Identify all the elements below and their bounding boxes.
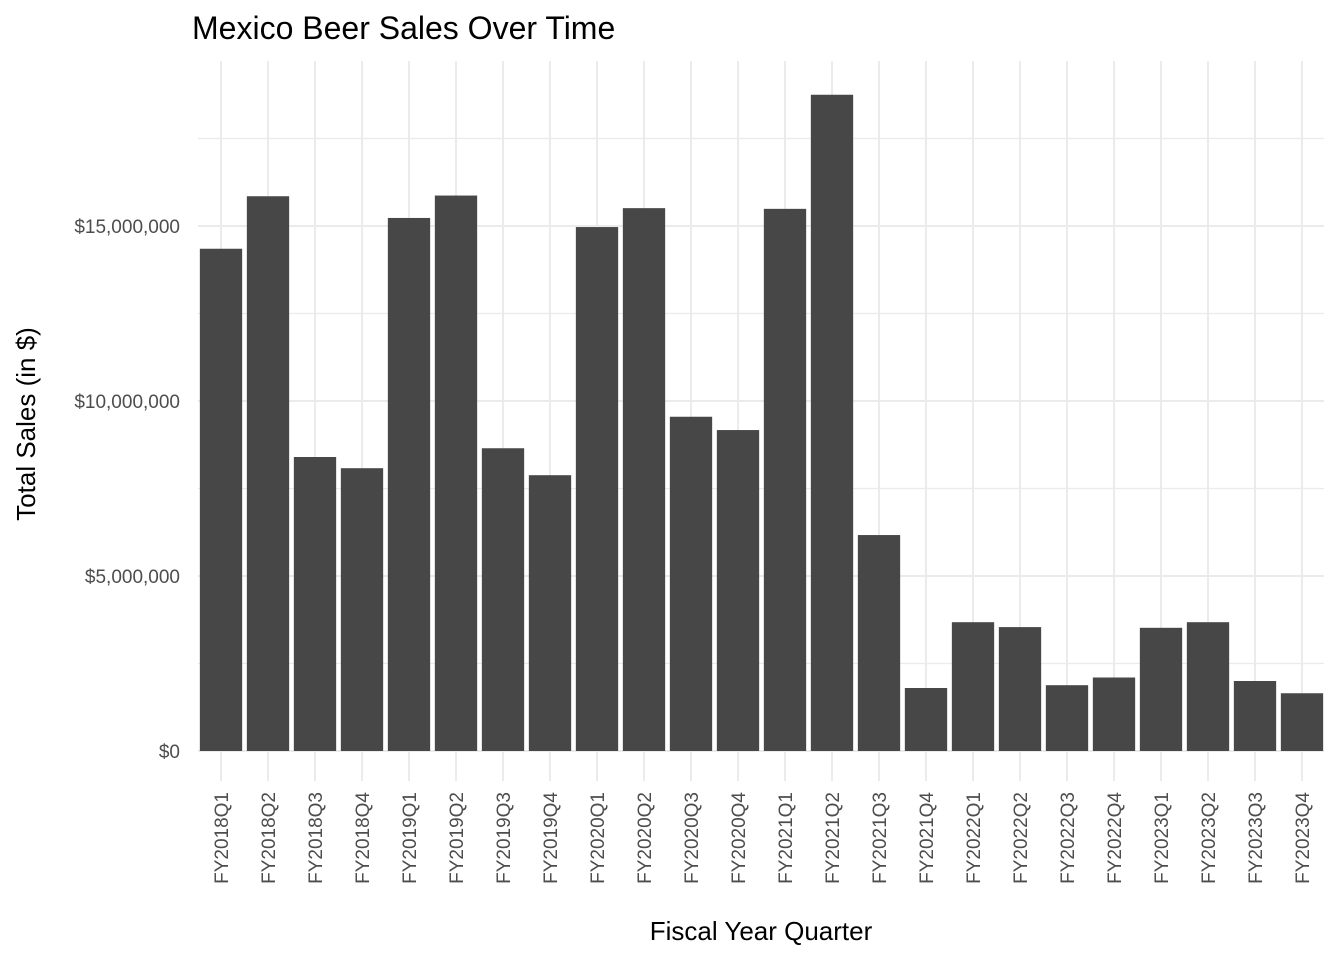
bar-fy2019q2: [434, 195, 478, 752]
x-tick-label: FY2021Q1: [776, 792, 797, 884]
x-tick-label: FY2019Q4: [541, 792, 562, 884]
x-tick-labels: FY2018Q1 FY2018Q2 FY2018Q3 FY2018Q4 FY2019Q1…: [212, 792, 1314, 884]
bar-fy2022q2: [998, 627, 1042, 751]
x-tick-label: FY2023Q2: [1199, 792, 1220, 884]
x-tick-label: FY2018Q4: [353, 792, 374, 884]
x-tick-label: FY2023Q1: [1152, 792, 1173, 884]
bar-fy2020q2: [622, 208, 666, 751]
y-tick-label: $15,000,000: [74, 217, 180, 238]
x-tick-label: FY2021Q4: [917, 792, 938, 884]
bar-fy2019q3: [481, 448, 525, 751]
x-tick-label: FY2021Q2: [823, 792, 844, 884]
bar-fy2021q1: [763, 208, 807, 752]
x-tick-label: FY2020Q3: [682, 792, 703, 884]
bar-fy2018q1: [199, 248, 243, 751]
y-axis-title: Total Sales (in $): [11, 327, 41, 521]
y-tick-labels: $0 $5,000,000 $10,000,000 $15,000,000: [74, 217, 180, 763]
bar-fy2023q3: [1233, 681, 1277, 751]
x-tick-label: FY2020Q2: [635, 792, 656, 884]
y-tick-label: $5,000,000: [85, 567, 180, 588]
bar-fy2021q4: [904, 688, 948, 751]
x-tick-label: FY2023Q4: [1293, 792, 1314, 884]
bar-fy2020q3: [669, 416, 713, 751]
bar-fy2021q2: [810, 94, 854, 751]
bar-fy2023q2: [1186, 622, 1230, 751]
x-tick-label: FY2023Q3: [1246, 792, 1267, 884]
bar-fy2018q3: [293, 457, 337, 751]
x-tick-label: FY2019Q2: [447, 792, 468, 884]
bar-fy2023q4: [1280, 693, 1324, 751]
bar-fy2020q4: [716, 430, 760, 751]
chart-title: Mexico Beer Sales Over Time: [192, 10, 615, 46]
bar-fy2018q2: [246, 196, 290, 751]
bar-fy2020q1: [575, 227, 619, 752]
x-tick-label: FY2022Q4: [1105, 792, 1126, 884]
x-tick-label: FY2020Q4: [729, 792, 750, 884]
y-tick-label: $0: [159, 742, 180, 763]
x-tick-label: FY2019Q3: [494, 792, 515, 884]
bar-fy2022q3: [1045, 685, 1089, 751]
x-tick-label: FY2020Q1: [588, 792, 609, 884]
bar-fy2018q4: [340, 468, 384, 751]
bar-fy2022q4: [1092, 677, 1136, 751]
x-tick-label: FY2022Q1: [964, 792, 985, 884]
bar-fy2023q1: [1139, 627, 1183, 751]
bar-fy2019q1: [387, 217, 431, 751]
x-tick-label: FY2022Q2: [1011, 792, 1032, 884]
bar-fy2019q4: [528, 475, 572, 751]
x-tick-label: FY2018Q2: [259, 792, 280, 884]
bars: [199, 94, 1324, 752]
bar-fy2022q1: [951, 622, 995, 751]
x-tick-label: FY2022Q3: [1058, 792, 1079, 884]
y-tick-label: $10,000,000: [74, 392, 180, 413]
x-tick-label: FY2018Q3: [306, 792, 327, 884]
bar-fy2021q3: [857, 535, 901, 751]
x-tick-label: FY2021Q3: [870, 792, 891, 884]
x-axis-title: Fiscal Year Quarter: [650, 916, 873, 946]
x-tick-label: FY2018Q1: [212, 792, 233, 884]
x-tick-label: FY2019Q1: [400, 792, 421, 884]
